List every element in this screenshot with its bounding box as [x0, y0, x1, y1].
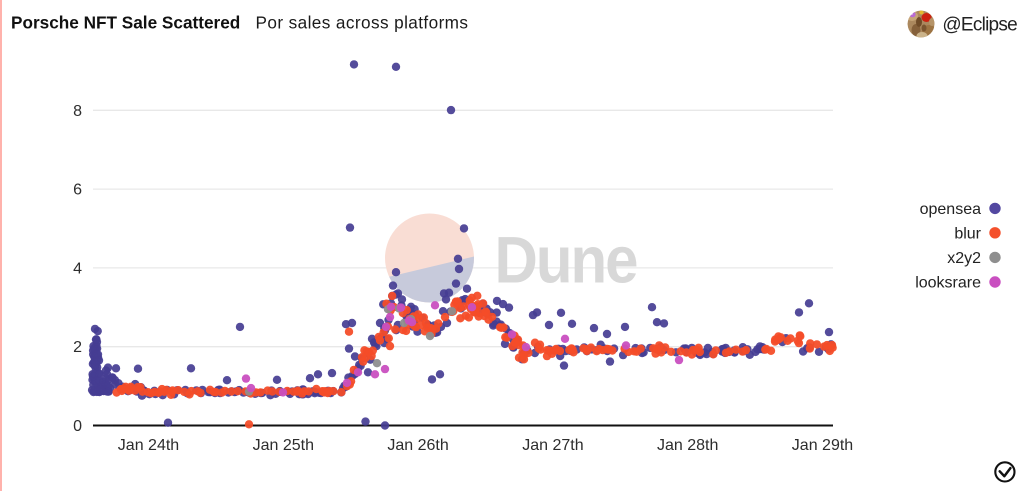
- svg-text:Por sales across platforms: Por sales across platforms: [256, 13, 469, 33]
- svg-text:Jan 27th: Jan 27th: [522, 437, 583, 454]
- svg-text:4: 4: [73, 260, 82, 277]
- svg-text:0: 0: [73, 418, 82, 435]
- svg-text:@Eclipse: @Eclipse: [942, 15, 1017, 36]
- svg-text:Jan 28th: Jan 28th: [657, 437, 718, 454]
- svg-text:Jan 29th: Jan 29th: [792, 437, 853, 454]
- svg-text:8: 8: [73, 103, 82, 120]
- svg-text:Dune: Dune: [495, 224, 637, 297]
- svg-text:Porsche NFT Sale Scattered: Porsche NFT Sale Scattered: [11, 13, 240, 33]
- svg-text:x2y2: x2y2: [947, 250, 981, 267]
- svg-text:6: 6: [73, 182, 82, 199]
- svg-text:Jan 25th: Jan 25th: [253, 437, 314, 454]
- svg-text:opensea: opensea: [920, 201, 981, 218]
- svg-text:Jan 26th: Jan 26th: [387, 437, 448, 454]
- svg-text:2: 2: [73, 339, 82, 356]
- svg-text:blur: blur: [954, 225, 981, 242]
- svg-text:looksrare: looksrare: [915, 275, 981, 292]
- svg-text:Jan 24th: Jan 24th: [118, 437, 179, 454]
